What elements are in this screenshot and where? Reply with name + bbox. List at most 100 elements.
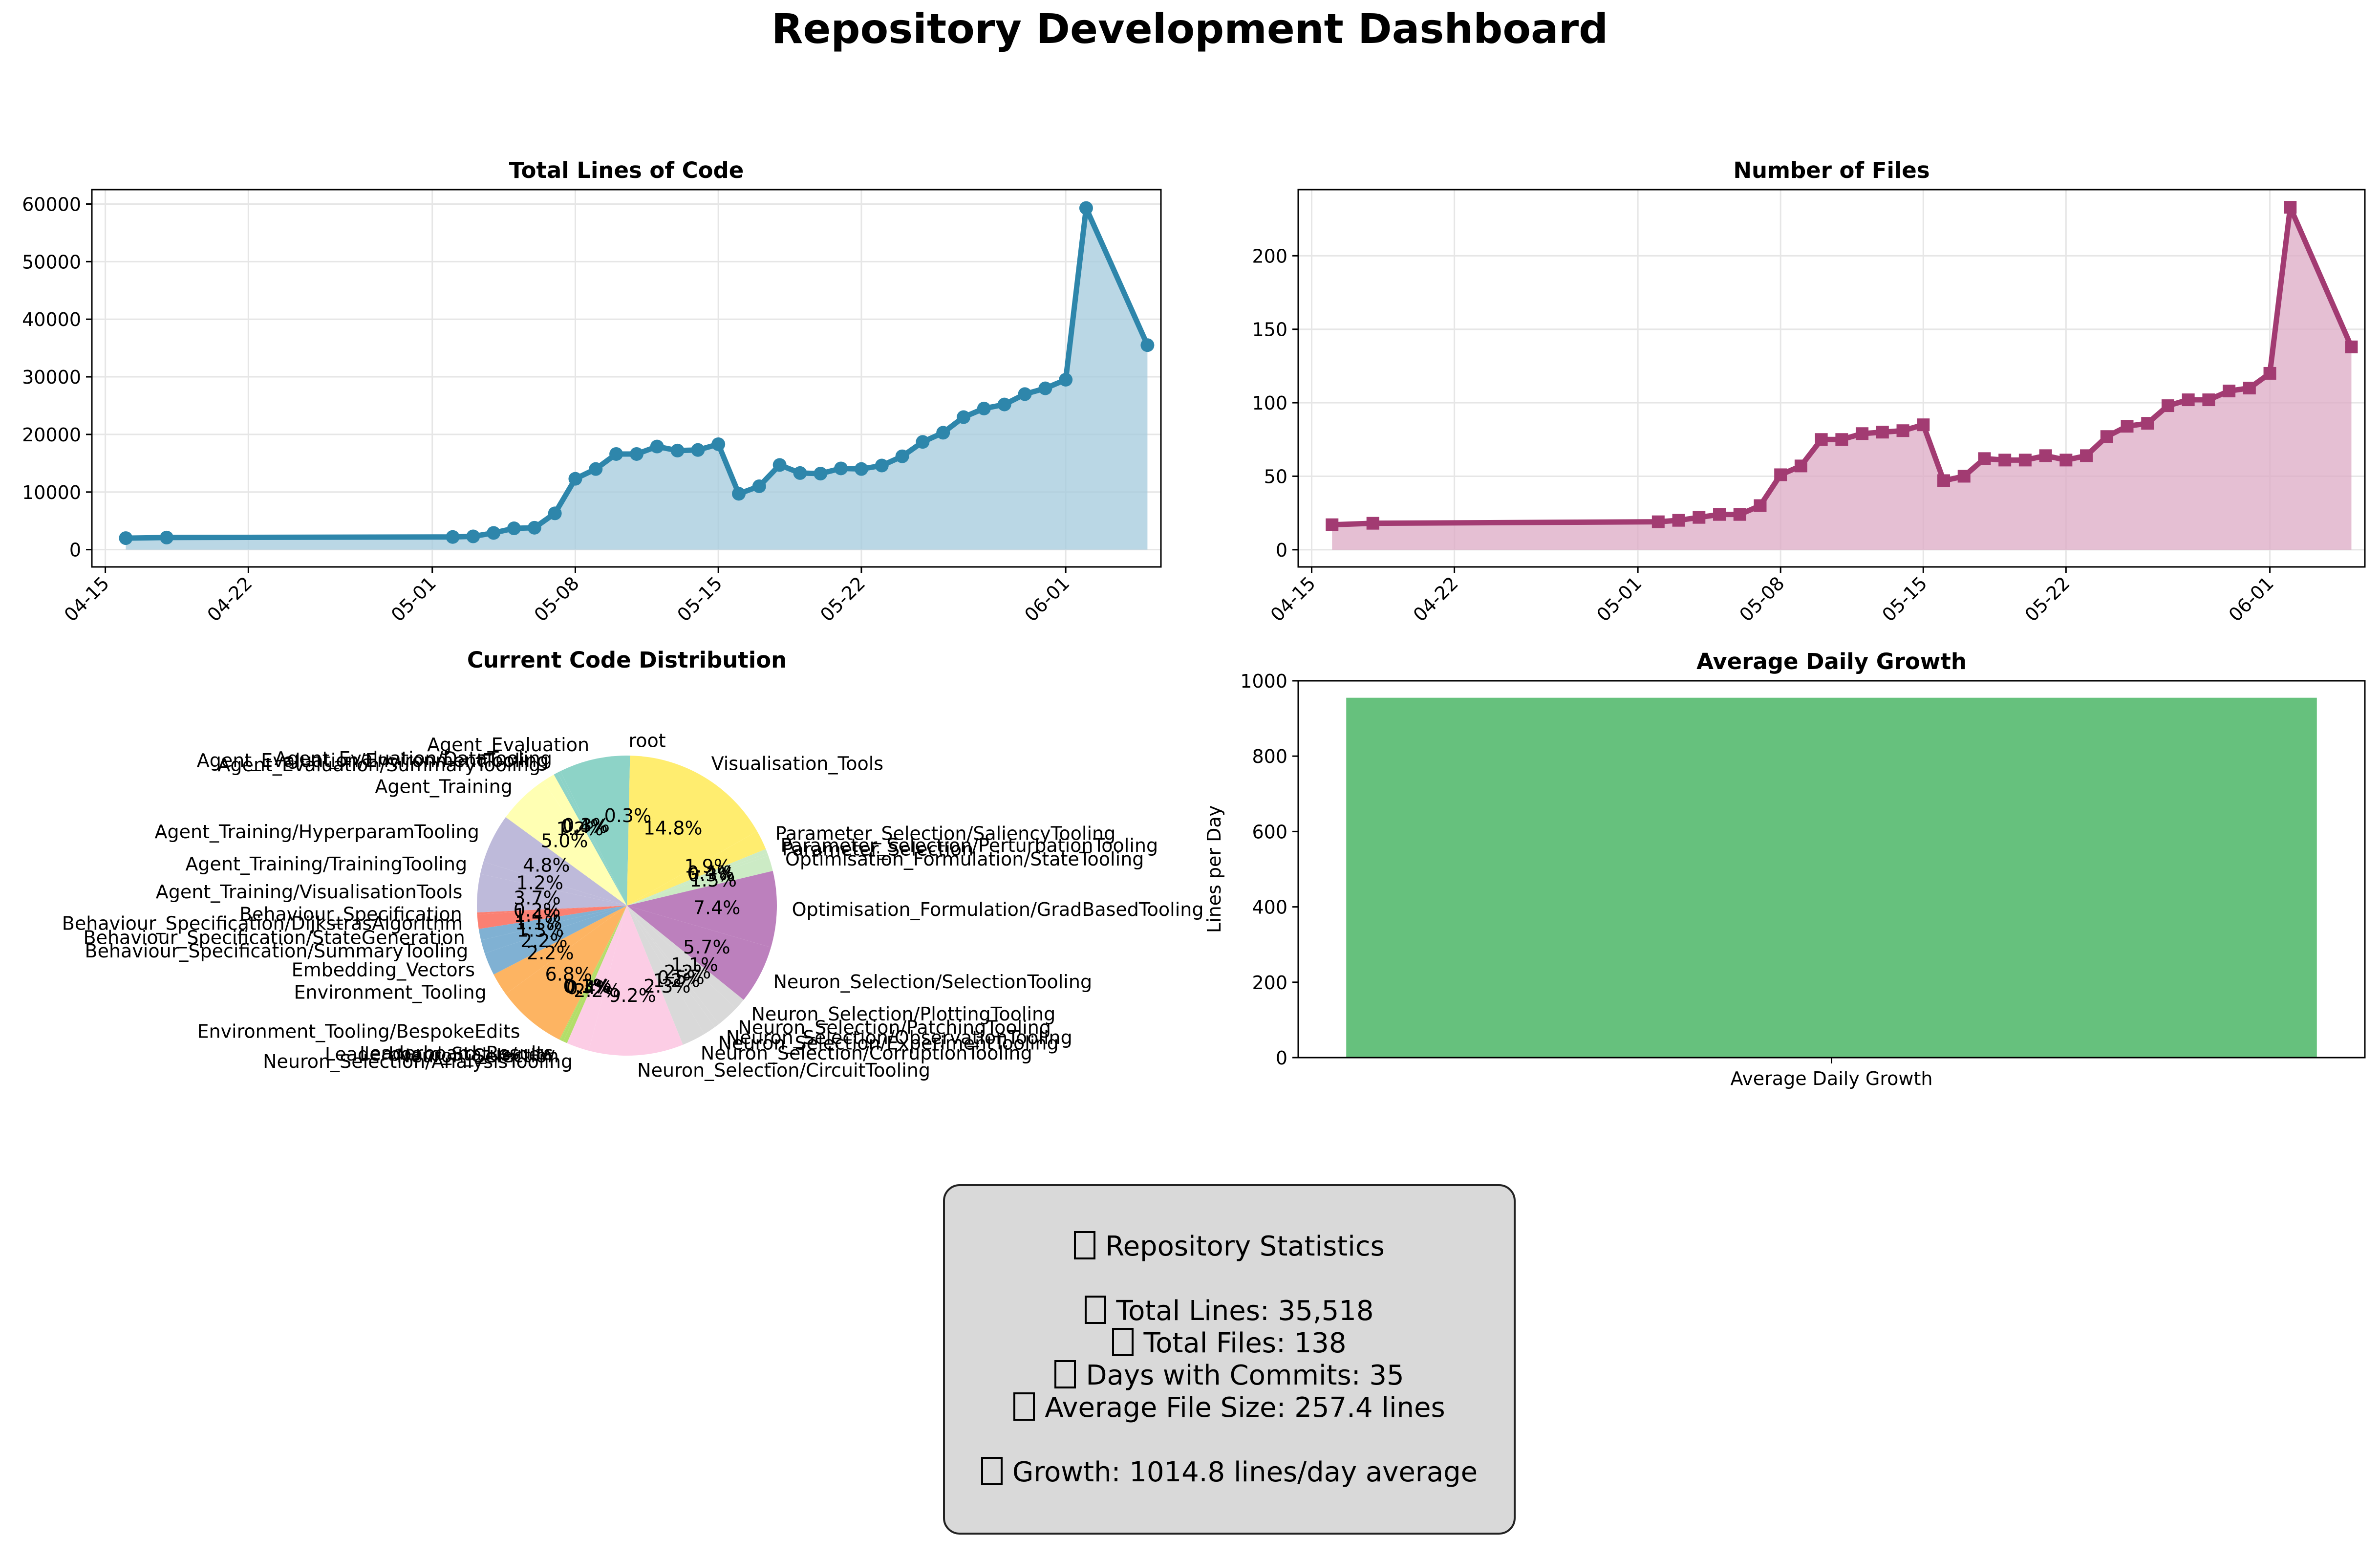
files-point: [1754, 499, 1767, 512]
pie-slice: [554, 772, 627, 906]
files-x-tick-label: 05-22: [2020, 572, 2074, 626]
files-x-tick-label: 06-01: [2225, 572, 2278, 626]
pie-slice: [559, 906, 627, 1040]
pie-slice: [560, 906, 627, 1041]
loc-y-tick-label: 20000: [22, 424, 81, 446]
pie-percent-label: 1.2%: [556, 818, 603, 840]
pie-percent-label: 2.2%: [527, 942, 574, 964]
pie-slice-label: Neuron_Selection: [397, 1045, 559, 1067]
stats-days-commits: Days with Commits: 35: [1054, 1360, 1404, 1392]
pie-slice-label: Neuron_Selection/ObservationTooling: [726, 1027, 1072, 1048]
pie-slice: [506, 781, 627, 906]
pie-percent-label: 0.4%: [566, 977, 614, 998]
loc-point: [527, 520, 541, 535]
pie-slice-label: Neuron_Selection/AnalysisTooling: [263, 1051, 573, 1072]
pie-slice-label: Agent_Training/HyperparamTooling: [155, 821, 479, 843]
loc-y-tick-label: 50000: [22, 251, 81, 273]
pie-slice: [627, 849, 768, 906]
files-point: [1957, 470, 1971, 483]
files-y-tick-label: 50: [1264, 466, 1287, 487]
files-point: [2080, 449, 2093, 462]
loc-x-tick-label: 05-22: [816, 572, 869, 626]
growth-x-tick-label: Average Daily Growth: [1731, 1068, 1933, 1089]
loc-point: [793, 466, 807, 480]
growth-y-axis-label: Lines per Day: [1203, 805, 1225, 933]
loc-point: [916, 435, 930, 449]
growth-title: Average Daily Growth: [1696, 649, 1967, 674]
files-point: [1733, 508, 1746, 521]
pie-percent-label: 2.2%: [520, 930, 568, 952]
loc-x-tick-label: 05-01: [387, 572, 440, 626]
loc-point: [895, 449, 909, 463]
files-point: [1794, 459, 1807, 473]
loc-point: [691, 443, 705, 457]
pie-percent-label: 2.2%: [574, 980, 621, 1001]
files-point: [1815, 433, 1828, 446]
files-frame: [1297, 189, 2366, 568]
files-point: [1835, 433, 1848, 446]
pie-title: Current Code Distribution: [467, 647, 787, 673]
loc-x-tick-label: 05-15: [673, 572, 726, 626]
loc-point: [1059, 372, 1073, 387]
pie-slice: [477, 906, 627, 915]
growth-y-tick-label: 600: [1252, 821, 1287, 843]
pie-slice: [627, 853, 769, 906]
loc-point: [834, 461, 848, 476]
pie-percent-label: 14.8%: [643, 818, 703, 839]
stats-total-files: Total Files: 138: [1112, 1327, 1347, 1360]
pie-percent-label: 5.0%: [541, 830, 588, 851]
pie-percent-label: 0.4%: [560, 816, 608, 837]
pie-slice: [483, 817, 627, 906]
pie-slice: [477, 906, 627, 929]
loc-point: [589, 462, 603, 476]
loc-point: [977, 401, 991, 415]
pie-slice: [476, 874, 627, 912]
pie-percent-label: 6.8%: [545, 963, 593, 985]
loc-point: [160, 530, 174, 544]
pie-slice: [567, 906, 627, 1051]
pie-slice: [484, 906, 627, 975]
files-point: [2182, 393, 2195, 407]
files-point: [1366, 517, 1379, 530]
files-point: [1693, 511, 1706, 524]
pie-slice-label: Neuron_Selection/SelectionTooling: [773, 971, 1092, 993]
pie-percent-label: 0.3%: [604, 805, 652, 826]
files-point: [1713, 508, 1726, 521]
number-of-files-chart: 0 50 100 150 200 04-15 04-22 05-01 05-08 05-15 05-…: [1252, 157, 2366, 626]
files-point: [2100, 430, 2113, 443]
files-y-tick-label: 0: [1276, 540, 1287, 561]
pie-slice-label: Environment_Tooling: [294, 982, 487, 1003]
loc-x-tick-label: 04-22: [203, 572, 257, 626]
average-daily-growth-chart: 0 200 400 600 800 1000 Average Daily Growth Lin…: [1203, 649, 2366, 1089]
pie-slice: [478, 906, 627, 940]
pie-percent-label: 0.2%: [514, 900, 561, 921]
growth-bar: [1346, 697, 2317, 1058]
loc-point: [875, 458, 889, 473]
pie-slice: [627, 906, 771, 1000]
loc-point: [814, 467, 828, 481]
pie-slice: [557, 771, 627, 906]
pie-slice-label: Neuron_Selection/CorruptionTooling: [701, 1042, 1032, 1064]
files-point: [1917, 418, 1930, 432]
loc-point: [957, 410, 971, 424]
pie-percent-label: 0.4%: [687, 862, 734, 884]
pie-slice-label: Agent_Evaluation/EnvironmentTooling: [197, 750, 549, 771]
loc-y-tick-label: 60000: [22, 194, 81, 215]
loc-point: [650, 439, 664, 454]
loc-point: [466, 529, 480, 543]
pie-slice: [588, 906, 683, 1056]
loc-point: [670, 443, 685, 457]
files-point: [1937, 474, 1950, 487]
files-x-tick-label: 05-01: [1592, 572, 1646, 626]
code-distribution-pie: Current Code Distribution root 0.3% Visuali…: [62, 647, 1204, 1081]
files-point: [2284, 201, 2297, 214]
files-point: [1978, 452, 1991, 465]
pie-percent-label: 1.1%: [515, 912, 562, 934]
pie-slice-label: Agent_Evaluation/DataTooling: [275, 748, 552, 769]
files-point: [2039, 449, 2052, 462]
pie-slice: [627, 906, 705, 1045]
loc-point: [548, 506, 562, 520]
pie-percent-label: 0.3%: [564, 976, 612, 997]
loc-x-tick-label: 05-08: [530, 572, 583, 626]
